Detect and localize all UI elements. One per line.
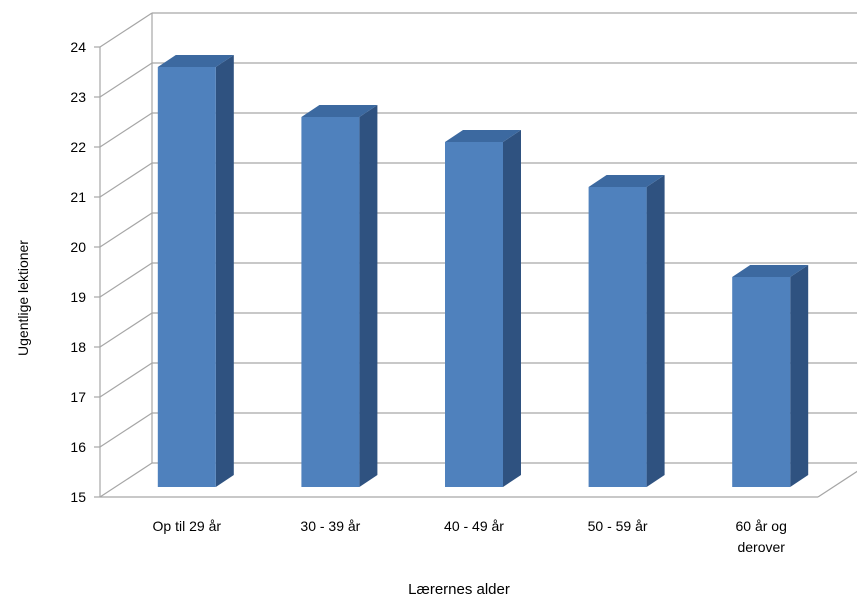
y-tick-label: 17 (70, 389, 86, 405)
floor-right-edge (817, 470, 857, 498)
y-tick-label: 16 (70, 439, 86, 455)
bar-side (215, 55, 234, 487)
bar (588, 175, 665, 487)
bar-top (732, 265, 809, 277)
bar (301, 105, 378, 487)
x-axis-title: Lærernes alder (408, 581, 510, 598)
bar-front (732, 277, 791, 487)
bar (157, 55, 234, 487)
gridline-depth (99, 412, 153, 448)
gridline-depth (99, 62, 153, 98)
x-tick-label: 50 - 59 år (588, 518, 648, 534)
gridline-depth (99, 262, 153, 298)
gridline-depth (99, 12, 153, 48)
bar-side (503, 130, 521, 487)
bar (732, 265, 809, 487)
bar-top (445, 130, 521, 142)
y-axis-title: Ugentlige lektioner (15, 240, 31, 356)
bar-side (646, 175, 665, 487)
y-tick-label: 24 (70, 39, 86, 55)
y-tick-label: 18 (70, 339, 86, 355)
gridline-depth (99, 212, 153, 248)
bar-front (445, 142, 503, 487)
gridline-depth (99, 462, 153, 498)
gridline-depth (99, 162, 153, 198)
bar-top (157, 55, 234, 67)
bar-top (588, 175, 665, 187)
x-tick-label: 60 år og derover (736, 518, 787, 555)
bar-side (790, 265, 809, 487)
bar-top (301, 105, 378, 117)
gridline-depth (99, 112, 153, 148)
x-tick-label: 30 - 39 år (300, 518, 360, 534)
bars (157, 55, 809, 487)
y-tick-label: 21 (70, 189, 86, 205)
y-tick-label: 22 (70, 139, 86, 155)
x-tick-label: 40 - 49 år (444, 518, 504, 534)
y-axis-ticks: 15 16 17 18 19 20 21 22 23 24 (70, 39, 86, 505)
x-tick-label: Op til 29 år (153, 518, 222, 534)
bar-front (301, 117, 360, 487)
bar-side (359, 105, 378, 487)
y-tick-label: 20 (70, 239, 86, 255)
y-tick-label: 19 (70, 289, 86, 305)
bar-front (157, 67, 216, 487)
bar (445, 130, 521, 487)
x-axis-ticks: Op til 29 år 30 - 39 år 40 - 49 år 50 - 59 … (153, 518, 787, 555)
bar-front (588, 187, 647, 487)
y-tick-label: 23 (70, 89, 86, 105)
y-tick-label: 15 (70, 489, 86, 505)
gridline-depth (99, 312, 153, 348)
gridline-depth (99, 362, 153, 398)
